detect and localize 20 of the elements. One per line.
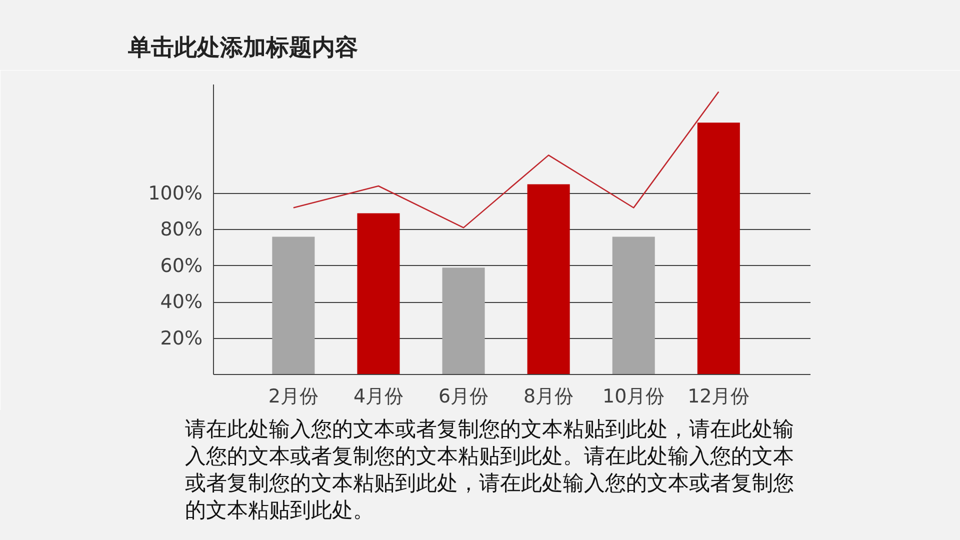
bar	[272, 236, 315, 374]
x-tick-label: 8月份	[524, 386, 574, 408]
y-tick-label: 40%	[160, 291, 203, 313]
x-tick-label: 4月份	[353, 386, 404, 408]
bar	[442, 268, 485, 374]
bar	[697, 122, 740, 374]
y-tick-label: 60%	[160, 254, 203, 277]
bar	[357, 213, 400, 374]
bar	[527, 184, 570, 374]
text: 请在此处输入您的文本或者复制您的文本粘贴到此处，请在此处输入您的文本或者复制您的文本粘贴到此处。请在此处输入您的文本或者复制您的文本粘贴到此处，请在此处输入您的文本或者复制您的文本粘贴到此处。	[185, 416, 795, 524]
line-series	[292, 91, 720, 228]
chart-title: 单击此处添加标题内容	[128, 34, 358, 63]
x-tick-label: 6月份	[438, 386, 489, 408]
y-tick-label: 100%	[148, 182, 203, 204]
x-tick-label: 10月份	[602, 386, 665, 408]
y-tick-label: 20%	[160, 327, 203, 350]
x-tick-label: 12月份	[688, 386, 750, 408]
x-tick-label: 2月份	[268, 386, 318, 408]
y-tick-label: 80%	[160, 218, 203, 240]
bar	[612, 236, 655, 374]
